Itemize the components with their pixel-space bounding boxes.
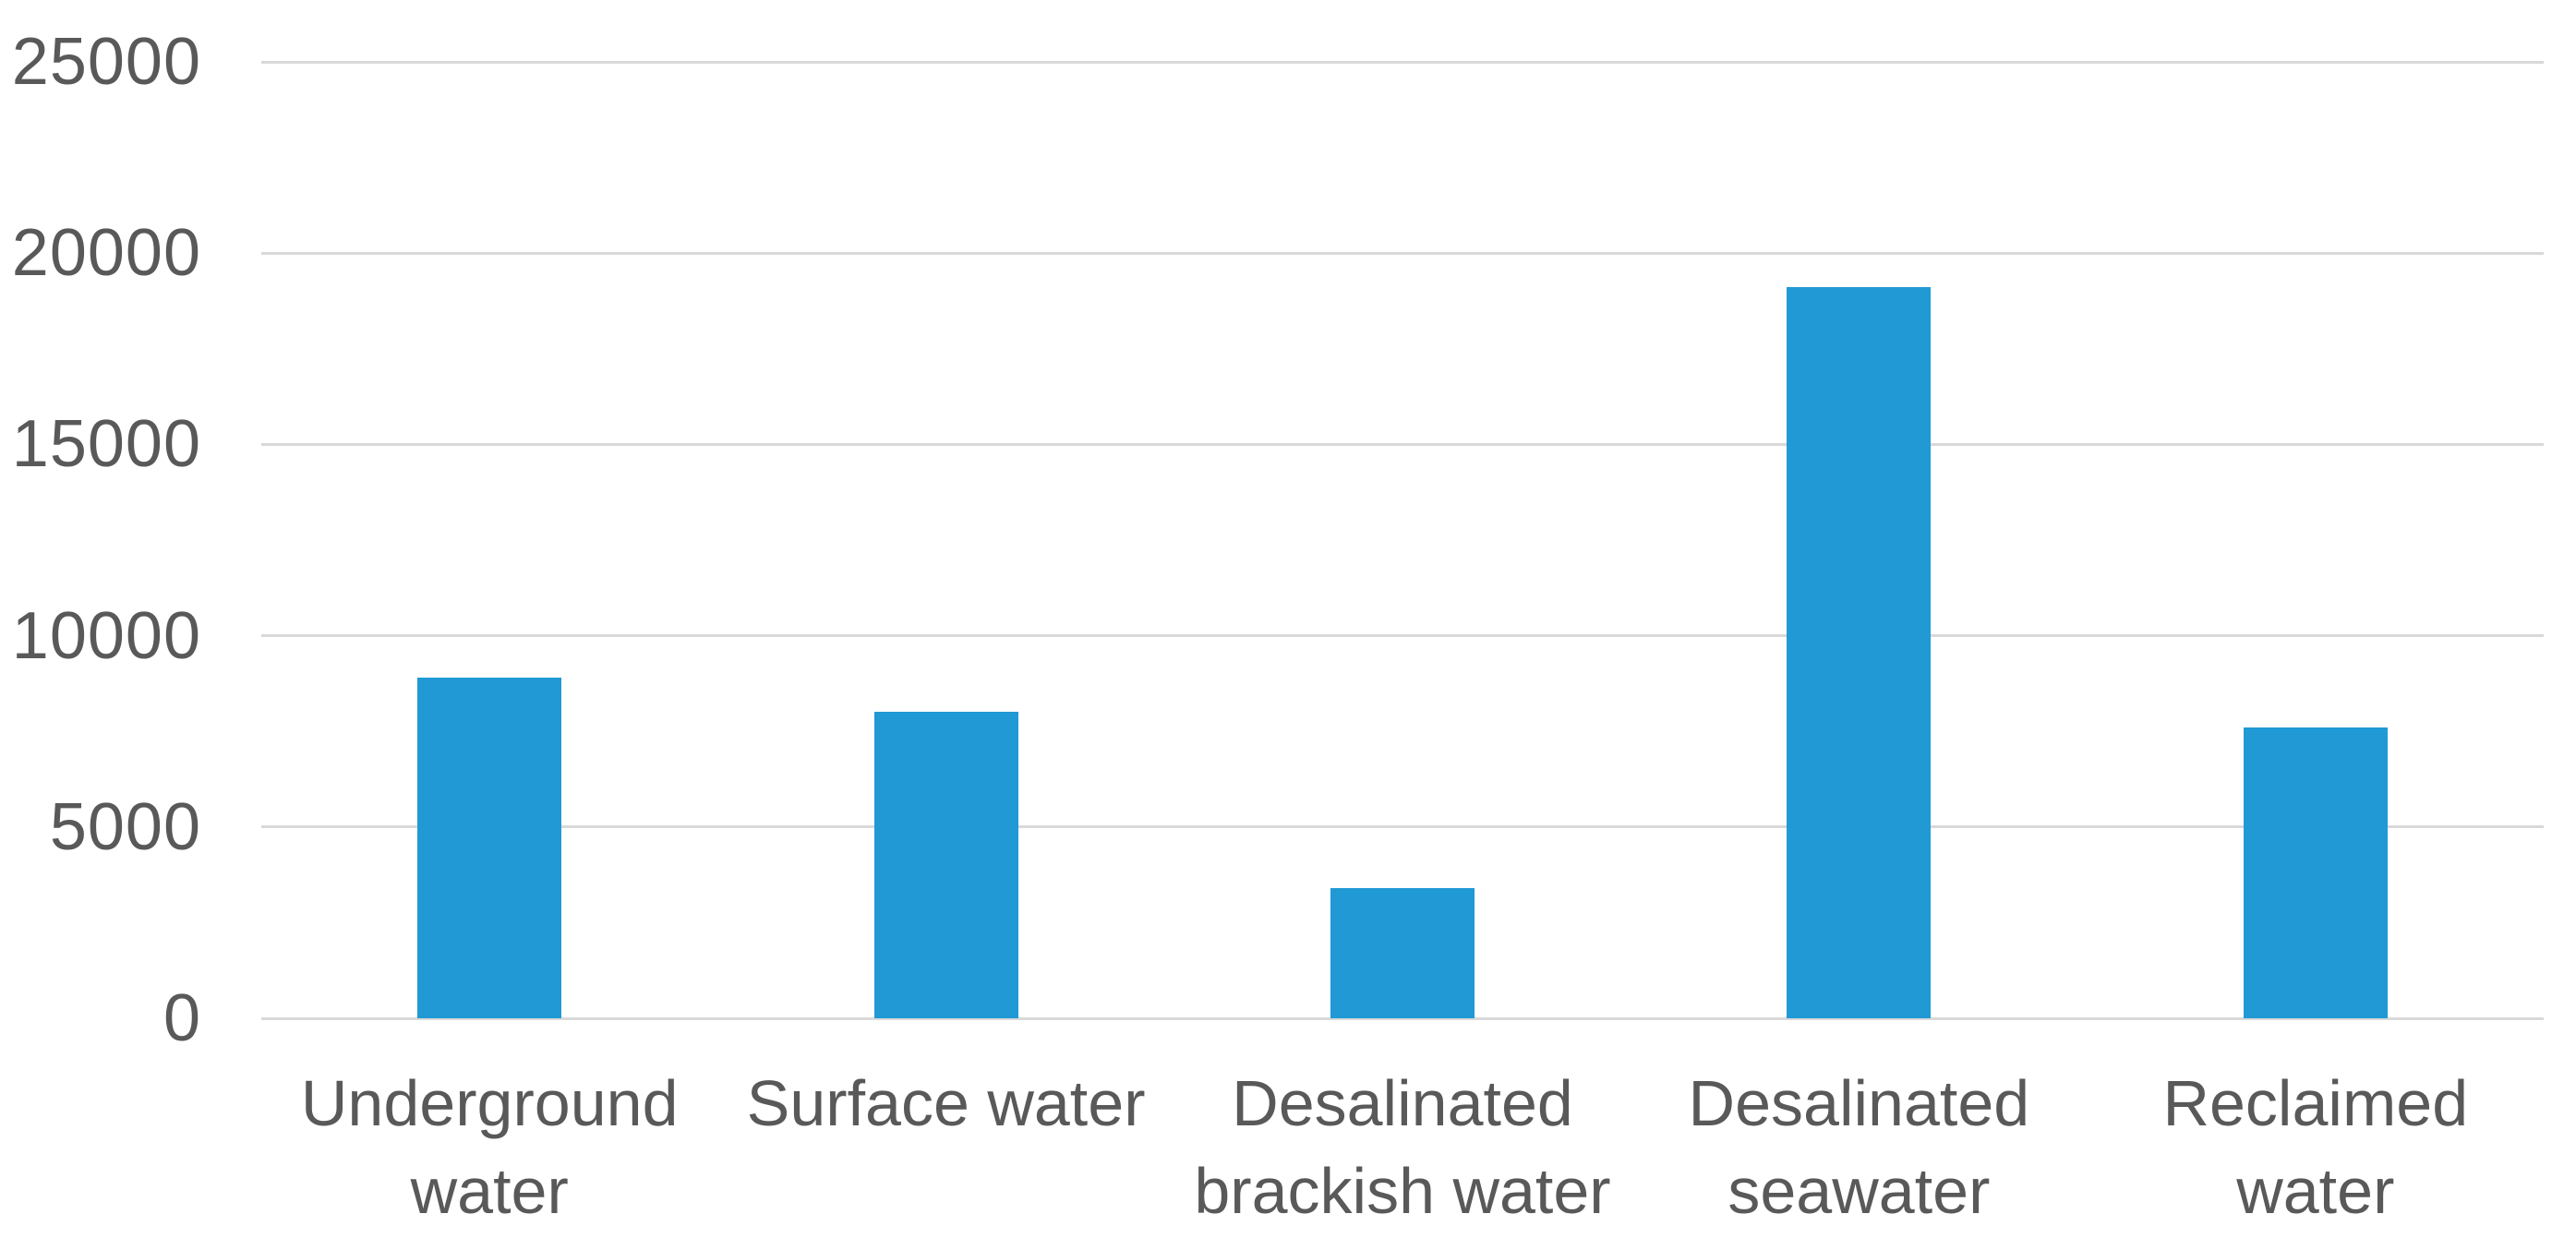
- x-category-label: Desalinated seawater: [1631, 1060, 2087, 1235]
- y-tick-label: 15000: [11, 407, 201, 482]
- y-tick-label: 5000: [49, 789, 201, 864]
- bar-desalinated-seawater: [1787, 287, 1932, 1018]
- y-tick-label: 0: [163, 981, 201, 1055]
- y-tick-label: 25000: [11, 25, 201, 99]
- gridline-25000: [261, 60, 2544, 64]
- x-category-label-line: seawater: [1727, 1155, 1991, 1227]
- x-category-label: Underground water: [261, 1060, 717, 1235]
- x-category-label-line: Underground: [300, 1067, 679, 1139]
- x-category-label: Reclaimed water: [2088, 1060, 2544, 1235]
- x-category-label-line: Reclaimed: [2162, 1067, 2469, 1139]
- x-category-label-line: Desalinated: [1688, 1067, 2030, 1139]
- bar-surface-water: [873, 712, 1018, 1018]
- gridline-15000: [261, 442, 2544, 446]
- y-tick-label: 20000: [11, 216, 201, 291]
- x-category-label-line: Surface water: [746, 1067, 1146, 1139]
- y-tick-label: 10000: [11, 598, 201, 673]
- x-category-label-line: water: [2236, 1155, 2395, 1227]
- gridline-5000: [261, 825, 2544, 829]
- x-category-label: Desalinated brackish water: [1174, 1060, 1631, 1235]
- bar-desalinated-brackish-water: [1330, 888, 1475, 1018]
- gridline-10000: [261, 634, 2544, 638]
- gridline-0: [261, 1016, 2544, 1020]
- x-category-label-line: water: [410, 1155, 569, 1227]
- x-category-label-line: brackish water: [1194, 1155, 1611, 1227]
- gridline-20000: [261, 251, 2544, 255]
- bar-reclaimed-water: [2243, 727, 2388, 1018]
- bar-underground-water: [417, 678, 562, 1018]
- x-category-label: Surface water: [717, 1060, 1174, 1148]
- x-category-label-line: Desalinated: [1232, 1067, 1573, 1139]
